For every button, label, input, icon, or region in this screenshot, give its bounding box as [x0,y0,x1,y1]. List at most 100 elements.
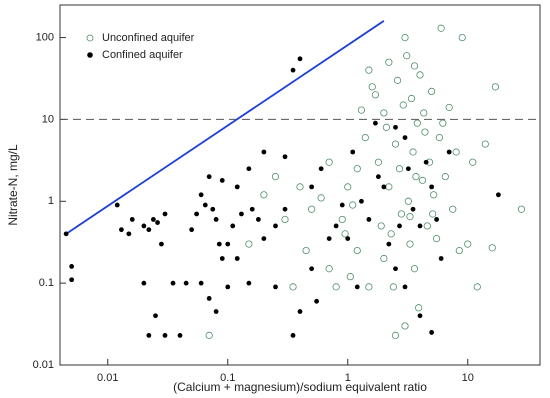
y-axis-title: Nitrate-N, mg/L [6,144,20,226]
data-point [206,174,212,180]
data-point [391,140,400,148]
data-point [255,217,261,222]
data-point [177,332,183,338]
data-point [245,240,253,248]
data-point [69,277,75,283]
data-point [446,149,452,155]
data-point [155,220,160,225]
data-point [333,223,339,229]
data-point [297,309,303,314]
data-point [387,230,395,238]
data-point [219,256,225,261]
data-point [405,166,411,172]
data-point [429,330,435,335]
data-point [495,192,501,198]
data-point [406,240,414,248]
data-point [314,298,319,304]
data-point [428,87,436,96]
x-axis-title: (Calcium + magnesium)/sodium equivalent … [173,380,427,394]
data-point [404,197,412,205]
data-point [260,191,268,199]
data-point [239,211,244,217]
y-tick-label: 10 [42,113,54,125]
data-point [401,33,409,42]
data-point [150,217,156,222]
data-point [416,71,424,79]
data-point [344,183,352,191]
data-point [198,192,204,198]
data-point [517,205,526,213]
data-point [69,264,75,269]
data-point [216,241,222,247]
y-tick-label: 100 [36,31,54,43]
data-point [141,280,147,286]
data-point [464,240,472,248]
data-point [153,313,158,319]
data-point [357,106,366,114]
data-point [159,241,164,247]
data-point [309,266,315,272]
data-point [417,313,423,319]
data-point [420,109,428,117]
data-point [469,158,477,166]
data-point [353,165,361,173]
data-point [346,273,354,281]
data-point [399,101,407,109]
legend-label: Unconfined aquifer [102,32,195,44]
data-point [491,83,500,91]
data-point [373,120,378,126]
data-point [246,166,252,172]
data-point [391,331,400,339]
data-point [412,173,420,181]
data-point [365,66,373,74]
data-point [380,109,388,117]
data-point [146,332,152,338]
data-point [441,173,449,181]
data-point [281,215,289,224]
data-point [365,283,373,291]
data-point [385,58,393,66]
data-point [445,103,453,112]
data-point [423,222,431,230]
data-point [198,280,204,286]
data-point [354,284,360,290]
data-point [393,124,398,130]
data-point [246,280,252,286]
data-point [397,223,402,229]
data-point [339,202,345,208]
x-tick-label: 0.1 [220,372,235,384]
data-point [368,83,376,91]
plot-frame [59,4,541,366]
data-point [395,165,404,173]
data-point [393,266,398,272]
x-tick-label: 10 [462,372,474,384]
data-point [366,217,372,222]
data-point [397,210,406,218]
data-point [189,227,195,233]
data-point [302,246,310,255]
x-tick-label: 0.01 [97,372,118,384]
data-point [429,184,435,190]
data-point [402,135,408,140]
data-point [325,265,333,273]
data-point [282,206,288,212]
data-point [114,202,120,208]
data-point [341,230,349,238]
y-tick-label: 0.01 [33,359,54,371]
legend-box [79,27,211,67]
data-point [146,227,152,233]
data-point [375,174,381,180]
data-point [377,222,385,230]
data-point [407,94,416,103]
data-point [290,67,296,73]
data-point [488,244,496,252]
data-point [194,211,199,217]
data-point [449,205,457,213]
data-point [225,241,231,247]
data-point [435,133,443,142]
y-tick-label: 1 [48,195,54,207]
data-point [452,148,460,156]
data-point [381,184,387,190]
data-point [353,246,361,255]
data-point [219,177,225,183]
